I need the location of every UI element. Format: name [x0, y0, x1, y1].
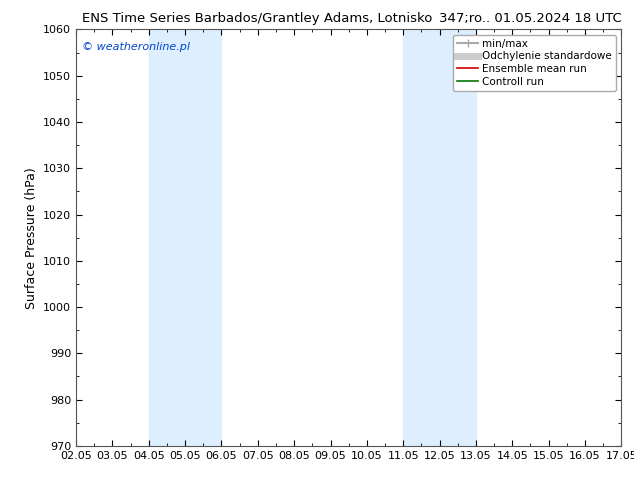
Legend: min/max, Odchylenie standardowe, Ensemble mean run, Controll run: min/max, Odchylenie standardowe, Ensembl…	[453, 35, 616, 91]
Text: 347;ro.. 01.05.2024 18 UTC: 347;ro.. 01.05.2024 18 UTC	[439, 12, 621, 25]
Text: ENS Time Series Barbados/Grantley Adams, Lotnisko: ENS Time Series Barbados/Grantley Adams,…	[82, 12, 433, 25]
Text: © weatheronline.pl: © weatheronline.pl	[82, 42, 190, 52]
Bar	[149, 29, 221, 446]
Y-axis label: Surface Pressure (hPa): Surface Pressure (hPa)	[25, 167, 37, 309]
Bar	[403, 29, 476, 446]
